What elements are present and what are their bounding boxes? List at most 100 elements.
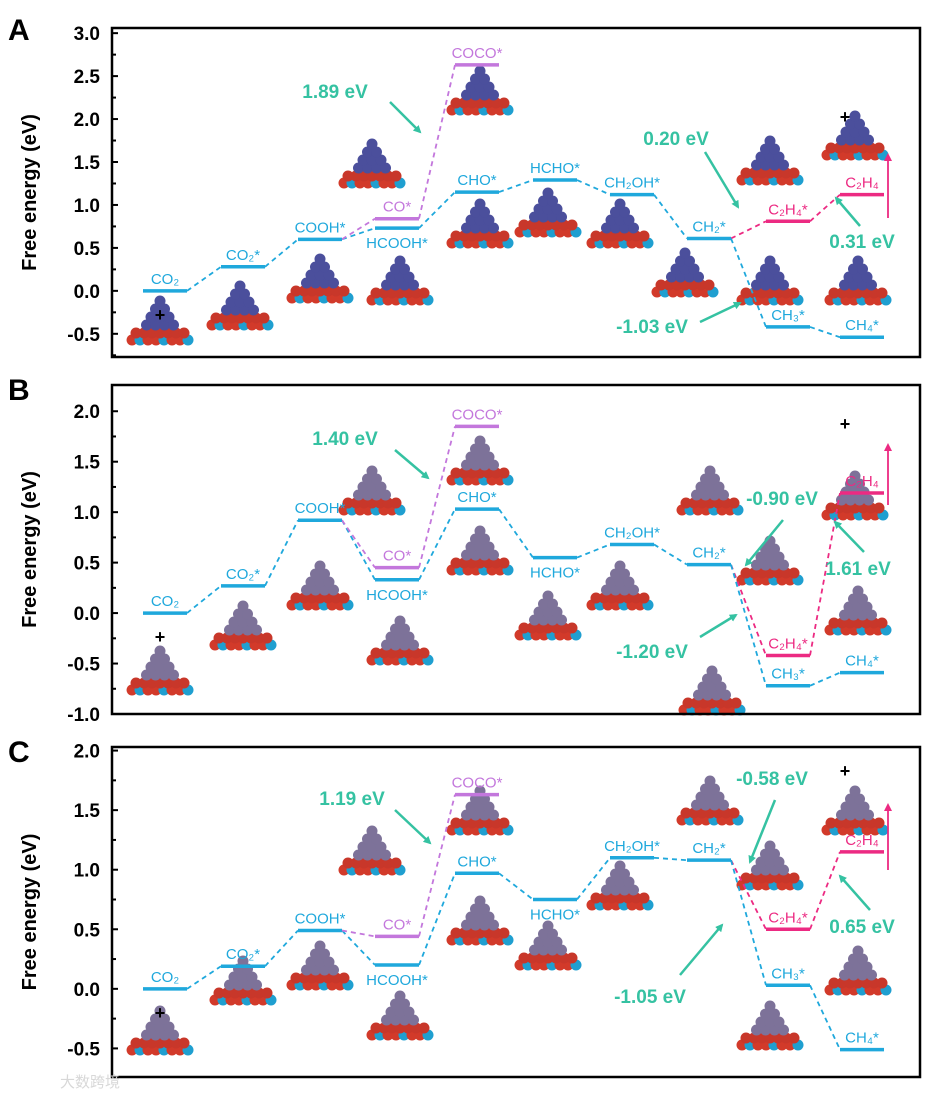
atom-cluster (614, 576, 626, 588)
atom-substrate (418, 647, 430, 659)
atom-cluster (755, 1016, 767, 1028)
atom-cluster (150, 669, 161, 681)
atom-cluster (474, 451, 486, 463)
atom-cluster (488, 809, 499, 821)
atom-cluster (474, 525, 486, 537)
atom-cluster (163, 311, 175, 323)
atom-substrate (542, 219, 554, 231)
y-tick-label: 1.0 (74, 861, 100, 882)
energy-level-label: C₂H₄ (845, 175, 879, 192)
atom-substrate (178, 327, 190, 339)
atom-substrate (740, 167, 752, 179)
atom-cluster (470, 919, 481, 931)
atom-cluster (141, 1029, 152, 1041)
plus-sign: + (840, 761, 851, 781)
energy-barrier-annotation: 1.40 eV (312, 429, 378, 450)
atom-cluster (461, 459, 472, 471)
atom-cluster (310, 568, 321, 580)
atom-cluster (843, 271, 855, 283)
atom-cluster (764, 1000, 776, 1012)
atom-cluster (366, 481, 378, 493)
atom-cluster (542, 203, 554, 215)
atom-cluster (610, 868, 621, 880)
atom-cluster (760, 848, 771, 860)
atom-cluster (154, 661, 166, 673)
atom-cluster (479, 903, 490, 915)
level-connector (264, 519, 299, 587)
energy-level-label: COCO* (452, 406, 503, 423)
atom-cluster (483, 81, 495, 93)
energy-level-label: CO* (383, 916, 412, 933)
atom-cluster (246, 616, 258, 628)
atom-cluster (709, 489, 720, 501)
atom-substrate (638, 592, 650, 604)
atom-cluster (154, 311, 166, 323)
energy-level-label: C₂H₄* (768, 201, 808, 218)
panel-label: A (8, 14, 30, 47)
atom-cluster (465, 214, 477, 226)
atom-cluster (154, 295, 166, 307)
atom-cluster (408, 1014, 419, 1026)
atom-substrate (342, 497, 354, 509)
energy-barrier-annotation: 0.31 eV (829, 232, 895, 253)
atom-cluster (547, 211, 558, 223)
atom-cluster (483, 911, 495, 923)
energy-barrier-annotation: -1.20 eV (616, 642, 688, 663)
atom-cluster (605, 214, 617, 226)
atom-cluster (168, 319, 179, 331)
atom-cluster (852, 961, 864, 973)
atom-cluster (319, 948, 330, 960)
atom-substrate (390, 170, 402, 182)
atom-substrate (450, 467, 462, 479)
atom-cluster (230, 304, 241, 316)
y-tick-label: 1.5 (74, 801, 101, 822)
atom-cluster (718, 799, 729, 811)
atom-cluster (357, 481, 369, 493)
energy-level-label: CH₂OH* (604, 175, 660, 192)
level-connector (809, 851, 841, 930)
y-tick-label: 2.0 (74, 110, 100, 131)
level-connector (264, 238, 299, 268)
atom-substrate (788, 287, 800, 299)
atom-cluster (839, 609, 850, 621)
level-connector (653, 194, 688, 239)
atom-cluster (319, 964, 330, 976)
atom-cluster (845, 478, 856, 490)
energy-level-label: CO* (383, 548, 412, 565)
atom-substrate (542, 622, 554, 634)
atom-cluster (319, 568, 330, 580)
energy-barrier-annotation: -1.03 eV (616, 317, 688, 338)
atom-cluster (371, 489, 382, 501)
atom-cluster (769, 279, 780, 291)
atom-substrate (614, 230, 626, 242)
atom-cluster (751, 1024, 762, 1036)
atom-cluster (242, 608, 253, 620)
energy-level-label: CH₂* (692, 218, 725, 235)
atom-substrate (390, 857, 402, 869)
plus-sign: + (155, 627, 166, 647)
atom-substrate (390, 497, 402, 509)
level-connector (730, 859, 767, 986)
atom-cluster (474, 801, 486, 813)
atom-cluster (474, 911, 486, 923)
atom-cluster (470, 222, 481, 234)
atom-cluster (301, 964, 312, 976)
atom-cluster (479, 206, 490, 218)
energy-level-label: CO₂ (151, 593, 180, 610)
atom-cluster (866, 279, 877, 291)
atom-cluster (623, 576, 635, 588)
energy-barrier-annotation: 1.89 eV (302, 82, 368, 103)
atom-substrate (679, 279, 691, 291)
level-connector (341, 929, 376, 938)
atom-cluster (470, 549, 481, 561)
atom-cluster (628, 222, 639, 234)
energy-level-label: CO₂* (226, 247, 260, 264)
atom-cluster (778, 864, 789, 876)
atom-cluster (470, 809, 481, 821)
atom-cluster (764, 1016, 776, 1028)
atom-cluster (700, 799, 711, 811)
atom-cluster (474, 214, 486, 226)
atom-cluster (858, 801, 870, 813)
annotation-arrow (838, 874, 871, 911)
atom-cluster (845, 793, 856, 805)
